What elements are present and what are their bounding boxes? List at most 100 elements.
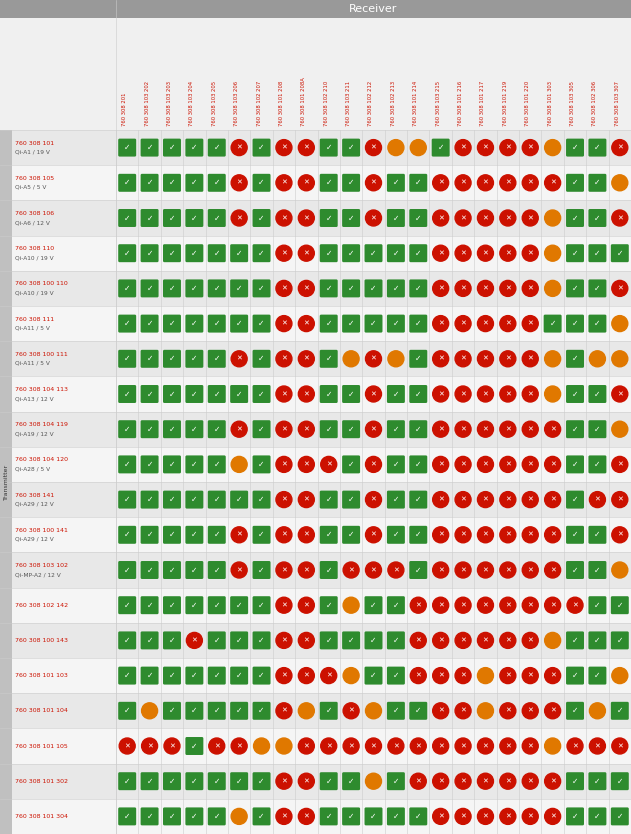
Text: 760 308 101 302: 760 308 101 302: [15, 779, 68, 784]
Text: ✕: ✕: [528, 778, 533, 784]
Circle shape: [276, 808, 292, 824]
Text: ✕: ✕: [304, 778, 309, 784]
Text: ✕: ✕: [304, 180, 309, 186]
FancyBboxPatch shape: [387, 631, 405, 650]
Text: ✓: ✓: [191, 812, 198, 821]
Text: ✕: ✕: [528, 215, 533, 221]
Text: ✓: ✓: [168, 565, 175, 575]
Circle shape: [500, 738, 516, 754]
Text: ✓: ✓: [594, 249, 601, 258]
Text: ✕: ✕: [304, 391, 309, 397]
FancyBboxPatch shape: [163, 666, 181, 685]
FancyBboxPatch shape: [118, 385, 136, 403]
Circle shape: [298, 738, 314, 754]
Circle shape: [365, 527, 382, 543]
Text: ✓: ✓: [124, 178, 131, 188]
Circle shape: [276, 139, 292, 156]
Text: ✓: ✓: [550, 319, 556, 328]
Text: ✓: ✓: [348, 319, 354, 328]
Text: 760 308 102 210: 760 308 102 210: [324, 81, 329, 126]
Text: ✓: ✓: [213, 143, 220, 152]
Text: ✕: ✕: [505, 637, 510, 643]
Circle shape: [545, 139, 560, 156]
Text: ✓: ✓: [124, 284, 131, 293]
Text: ✕: ✕: [483, 461, 488, 467]
Circle shape: [141, 703, 158, 719]
Circle shape: [321, 738, 337, 754]
FancyBboxPatch shape: [208, 702, 226, 720]
Text: ✓: ✓: [594, 671, 601, 680]
Circle shape: [141, 738, 158, 754]
Text: ✓: ✓: [258, 425, 265, 434]
Circle shape: [612, 456, 628, 472]
Text: ✓: ✓: [146, 636, 153, 645]
Text: ✕: ✕: [438, 461, 444, 467]
Text: ✕: ✕: [617, 532, 623, 538]
Text: ✓: ✓: [124, 354, 131, 364]
Text: ✓: ✓: [191, 706, 198, 716]
Circle shape: [298, 139, 314, 156]
Text: ✓: ✓: [258, 495, 265, 504]
Text: ✕: ✕: [550, 778, 555, 784]
Circle shape: [343, 703, 359, 719]
Circle shape: [545, 703, 560, 719]
Text: ✕: ✕: [281, 496, 287, 503]
FancyBboxPatch shape: [252, 138, 271, 157]
Text: ✕: ✕: [528, 637, 533, 643]
FancyBboxPatch shape: [365, 807, 382, 826]
Text: ✕: ✕: [505, 778, 510, 784]
Circle shape: [478, 315, 493, 332]
FancyBboxPatch shape: [566, 138, 584, 157]
Text: ✕: ✕: [281, 250, 287, 256]
FancyBboxPatch shape: [252, 772, 271, 790]
Circle shape: [500, 456, 516, 472]
Text: ✓: ✓: [146, 214, 153, 223]
Text: ✓: ✓: [258, 636, 265, 645]
Text: ✓: ✓: [370, 812, 377, 821]
Text: ✕: ✕: [483, 320, 488, 327]
Circle shape: [433, 315, 449, 332]
FancyBboxPatch shape: [163, 561, 181, 579]
FancyBboxPatch shape: [230, 772, 248, 790]
Text: ✓: ✓: [191, 565, 198, 575]
Circle shape: [388, 738, 404, 754]
FancyBboxPatch shape: [342, 455, 360, 474]
Circle shape: [545, 386, 560, 402]
Text: ✓: ✓: [594, 600, 601, 610]
Circle shape: [276, 597, 292, 613]
FancyBboxPatch shape: [163, 209, 181, 227]
Text: ✓: ✓: [594, 776, 601, 786]
Text: ✓: ✓: [572, 565, 578, 575]
FancyBboxPatch shape: [387, 807, 405, 826]
FancyBboxPatch shape: [589, 279, 606, 298]
Circle shape: [522, 456, 538, 472]
FancyBboxPatch shape: [208, 349, 226, 368]
FancyBboxPatch shape: [252, 244, 271, 262]
Text: ✓: ✓: [594, 530, 601, 540]
Text: ✕: ✕: [528, 426, 533, 432]
FancyBboxPatch shape: [342, 490, 360, 509]
Text: ✓: ✓: [191, 354, 198, 364]
Circle shape: [522, 280, 538, 296]
Text: ✕: ✕: [460, 285, 466, 291]
Circle shape: [410, 773, 427, 789]
FancyBboxPatch shape: [141, 455, 158, 474]
Bar: [0, 200, 12, 235]
Text: ✓: ✓: [326, 389, 332, 399]
Text: ✕: ✕: [370, 532, 377, 538]
FancyBboxPatch shape: [410, 173, 427, 192]
Bar: [0, 764, 12, 799]
FancyBboxPatch shape: [589, 420, 606, 438]
Circle shape: [433, 456, 449, 472]
Circle shape: [365, 703, 382, 719]
Circle shape: [522, 738, 538, 754]
Text: ✓: ✓: [124, 460, 131, 469]
FancyBboxPatch shape: [410, 385, 427, 403]
FancyBboxPatch shape: [410, 209, 427, 227]
Text: ✕: ✕: [438, 602, 444, 608]
Text: ✕: ✕: [304, 461, 309, 467]
Bar: [0, 552, 631, 588]
Circle shape: [433, 527, 449, 543]
Text: 760 308 103 305: 760 308 103 305: [570, 81, 575, 126]
FancyBboxPatch shape: [387, 420, 405, 438]
